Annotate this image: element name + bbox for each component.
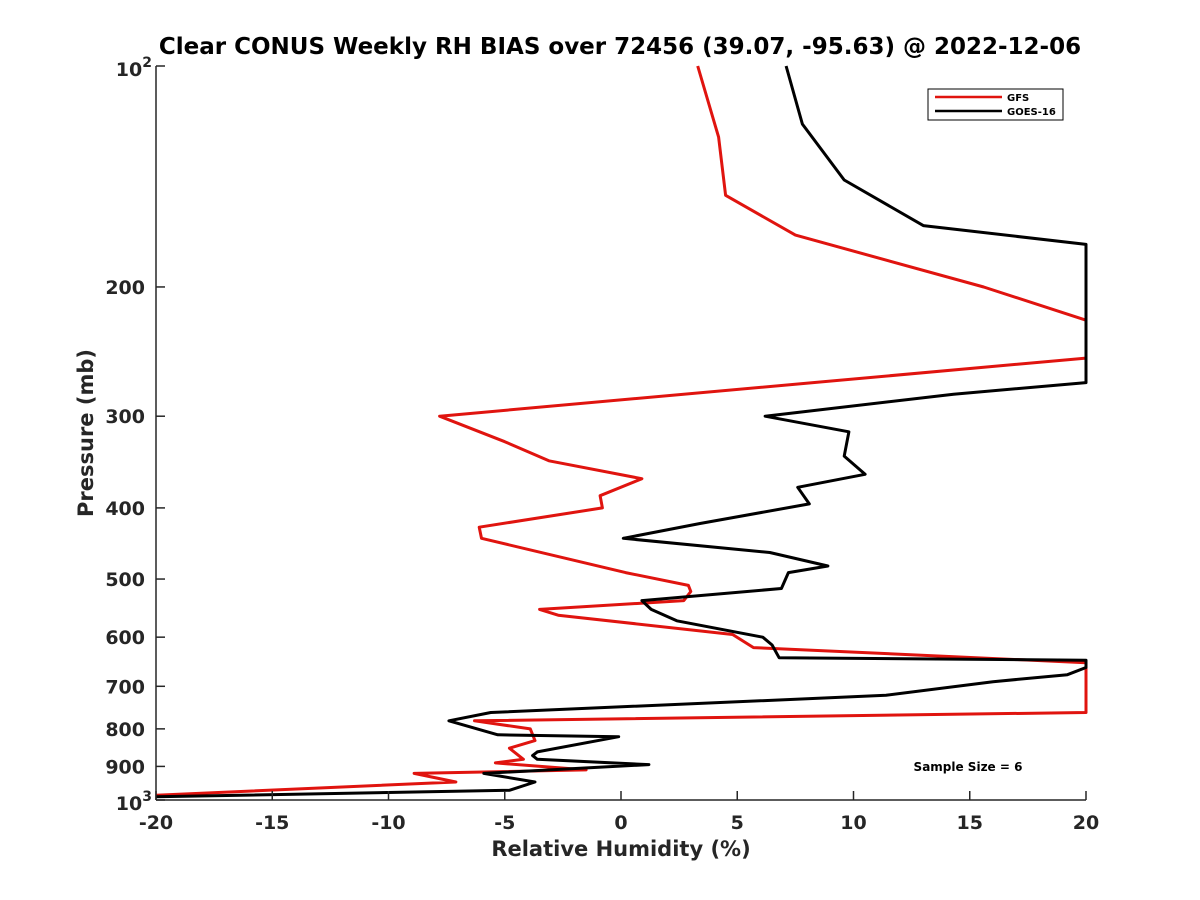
series-layer [155,65,1088,799]
y-tick-label: 500 [105,569,145,591]
y-tick-label: 200 [105,277,145,299]
x-tick-label: -15 [255,812,289,834]
x-tick-label: -10 [371,812,405,834]
y-tick-label: 900 [105,756,145,778]
y-tick-label: 600 [105,627,145,649]
x-tick-label: 20 [1073,812,1099,834]
x-axis-label: Relative Humidity (%) [491,837,750,861]
y-tick-label: 800 [105,719,145,741]
y-tick-label: 400 [105,498,145,520]
legend: GFS GOES-16 [927,88,1064,121]
legend-label-gfs: GFS [1007,93,1029,104]
legend-label-goes16: GOES-16 [1007,107,1056,118]
x-tick-label: -20 [139,812,173,834]
sample-size-annotation: Sample Size = 6 [914,760,1023,774]
y-ticks: 102 200 300 400 500 600 700 800 900 103 [105,55,165,815]
x-tick-label: -5 [494,812,515,834]
x-tick-label: 10 [840,812,866,834]
series-line-gfs [155,65,1088,797]
y-tick-label: 103 [116,789,152,815]
y-axis-label: Pressure (mb) [74,349,98,517]
legend-box [927,88,1064,121]
plot-area [155,66,1086,801]
series-line-goes16 [155,65,1088,799]
y-tick-label: 300 [105,406,145,428]
y-tick-label: 700 [105,676,145,698]
x-tick-label: 5 [731,812,744,834]
x-tick-label: 15 [957,812,983,834]
x-tick-label: 0 [614,812,627,834]
x-ticks: -20 -15 -10 -5 0 5 10 15 20 [139,791,1099,834]
chart-title: Clear CONUS Weekly RH BIAS over 72456 (3… [159,34,1081,60]
y-tick-label: 102 [116,55,152,81]
